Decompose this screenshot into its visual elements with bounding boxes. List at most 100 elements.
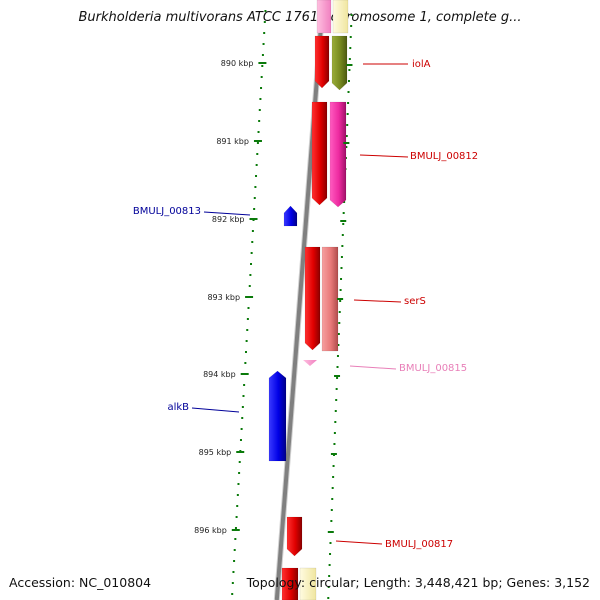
feature-serS-cds[interactable] <box>321 246 339 352</box>
feature-pink-partial[interactable] <box>316 0 332 34</box>
ruler-dot <box>232 571 235 573</box>
ruler-dot <box>257 131 260 133</box>
ruler-dot <box>347 80 350 82</box>
feature-BMULJ_00815-gene[interactable] <box>303 360 317 366</box>
feature-yellow-partial[interactable] <box>332 0 349 34</box>
gene-label-leader <box>203 211 251 216</box>
ruler-dot <box>333 432 336 434</box>
ruler-dot <box>256 153 259 155</box>
ruler-dot <box>246 318 249 320</box>
ruler-dot <box>253 208 256 210</box>
ruler-dot <box>258 120 261 122</box>
ruler-dot <box>334 421 337 423</box>
ruler-dot <box>243 384 246 386</box>
ruler-dot <box>342 212 345 214</box>
gene-label-BMULJ_00812[interactable]: BMULJ_00812 <box>410 151 478 162</box>
ruler-dot <box>331 487 334 489</box>
ruler-dot <box>239 439 242 441</box>
ruler-dot <box>260 87 263 89</box>
ruler-dot <box>237 483 240 485</box>
gene-label-BMULJ_00817[interactable]: BMULJ_00817 <box>385 539 453 550</box>
ruler-dot <box>347 91 350 93</box>
ruler-dot <box>261 54 264 56</box>
ruler-dot <box>235 516 238 518</box>
ruler-dot <box>259 98 262 100</box>
map-title: Burkholderia multivorans ATCC 17616 chro… <box>78 10 522 25</box>
ruler-dot <box>245 340 248 342</box>
tick-label: 896 kbp <box>194 526 227 535</box>
ruler-dot <box>348 69 351 71</box>
ruler-dot <box>241 406 244 408</box>
tick-label: 893 kbp <box>207 293 240 302</box>
ruler-dot <box>346 113 349 115</box>
feature-BMULJ_00812-cds[interactable] <box>329 101 347 208</box>
backbone-line <box>274 0 325 600</box>
ruler-dot <box>254 186 257 188</box>
gene-label-leader <box>335 540 383 545</box>
ruler-dot <box>332 476 335 478</box>
ruler-dot <box>244 351 247 353</box>
ruler-dot <box>231 593 234 595</box>
ruler-dot <box>336 355 339 357</box>
gene-label-leader <box>359 154 409 158</box>
feature-alkB-gene[interactable] <box>268 370 287 462</box>
ruler-dot <box>247 307 250 309</box>
ruler-dot <box>341 245 344 247</box>
tick-label: 892 kbp <box>212 215 245 224</box>
ruler-dot <box>234 527 237 529</box>
ruler-dot <box>350 14 353 16</box>
ruler-dot <box>342 223 345 225</box>
ruler-dot <box>264 10 267 12</box>
ruler-dot <box>255 164 258 166</box>
ruler-dot <box>240 428 243 430</box>
tick-label: 890 kbp <box>221 59 254 68</box>
gene-label-alkB[interactable]: alkB <box>167 402 189 413</box>
ruler-dot <box>242 395 245 397</box>
ruler-dot <box>246 329 249 331</box>
gene-label-BMULJ_00813[interactable]: BMULJ_00813 <box>133 206 201 217</box>
ruler-dot <box>335 388 338 390</box>
ruler-dot <box>335 399 338 401</box>
ruler-dot <box>339 289 342 291</box>
feature-red-partial[interactable] <box>281 567 299 600</box>
gene-label-leader <box>349 365 397 370</box>
chromosome-backbone <box>273 0 326 600</box>
ruler-dot <box>238 472 241 474</box>
feature-iolA-gene[interactable] <box>314 35 330 89</box>
ruler-dot <box>339 300 342 302</box>
gene-label-leader <box>353 299 402 303</box>
ruler-dot <box>346 124 349 126</box>
ruler-dot <box>331 498 334 500</box>
ruler-dot <box>347 102 350 104</box>
feature-yellow-partial-bottom[interactable] <box>299 567 317 600</box>
ruler-dot <box>234 538 237 540</box>
feature-serS-gene[interactable] <box>304 246 321 351</box>
gene-label-BMULJ_00815[interactable]: BMULJ_00815 <box>399 363 467 374</box>
ruler-dot <box>231 582 234 584</box>
ruler-dot <box>337 333 340 335</box>
ruler-dot <box>249 274 252 276</box>
ruler-dot <box>341 234 344 236</box>
ruler-ticks: 890 kbp 891 kbp 892 kbp 893 kbp 894 kbp 895 k… <box>194 59 353 535</box>
ruler-dot <box>233 549 236 551</box>
gene-label-iolA[interactable]: iolA <box>412 59 431 70</box>
ruler-dot <box>253 197 256 199</box>
ruler-dot <box>332 465 335 467</box>
gene-labels: iolA BMULJ_00812 BMULJ_00813 serS BMULJ_0081… <box>133 59 478 550</box>
ruler-dot <box>330 520 333 522</box>
ruler-dot <box>336 377 339 379</box>
ruler-dot <box>340 278 343 280</box>
feature-BMULJ_00817-gene[interactable] <box>286 516 303 557</box>
feature-iolA-cds[interactable] <box>331 35 348 91</box>
ruler-dot <box>345 146 348 148</box>
ruler-dot <box>327 597 330 599</box>
feature-BMULJ_00812-gene[interactable] <box>311 101 328 206</box>
ruler-dot <box>263 32 266 34</box>
gene-label-serS[interactable]: serS <box>404 296 426 307</box>
ruler-dot <box>238 461 241 463</box>
ruler-dot <box>263 21 266 23</box>
ruler-dot <box>251 241 254 243</box>
feature-BMULJ_00813-gene[interactable] <box>283 205 298 227</box>
ruler-dot <box>343 201 346 203</box>
